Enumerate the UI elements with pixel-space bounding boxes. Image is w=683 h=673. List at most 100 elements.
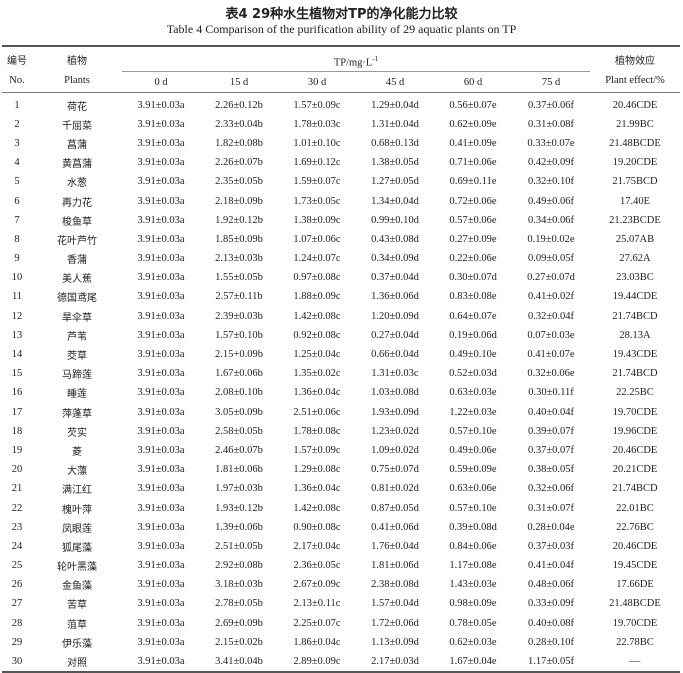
cell-15d: 1.39±0.06b <box>215 521 263 533</box>
cell-effect: 17.40E <box>619 195 651 207</box>
cell-no: 18 <box>11 425 23 437</box>
cell-plant: 花叶芦竹 <box>57 235 97 247</box>
cell-60d: 0.30±0.07d <box>449 272 497 284</box>
cell-75d: 0.42±0.09f <box>527 157 574 169</box>
cell-0d: 3.91±0.03a <box>137 368 185 380</box>
cell-15d: 2.15+0.09b <box>215 349 263 361</box>
header-no-en: No. <box>2 71 32 93</box>
cell-plant: 槐叶萍 <box>62 504 92 516</box>
cell-effect: 28.13A <box>619 329 651 341</box>
cell-no: 4 <box>14 157 20 169</box>
cell-30d: 1.07±0.06c <box>293 233 341 245</box>
cell-45d: 1.81±0.06d <box>371 560 419 572</box>
cell-0d: 3.91±0.03a <box>137 579 185 591</box>
header-day-45: 45 d <box>356 71 434 93</box>
header-day-0: 0 d <box>122 71 200 93</box>
cell-30d: 1.88±0.09c <box>293 291 341 303</box>
cell-15d: 1.82±0.08b <box>215 137 263 149</box>
cell-effect: 19.45CDE <box>612 560 658 572</box>
table-row: 9 香蒲 3.91±0.03a 2.13±0.03b 1.24±0.07c 0.34±0.… <box>2 249 680 268</box>
cell-45d: 0.43±0.08d <box>371 233 419 245</box>
cell-no: 26 <box>11 579 23 591</box>
cell-effect: 20.46CDE <box>612 444 658 456</box>
cell-75d: 0.41±0.02f <box>527 291 574 303</box>
cell-effect: 22.78BC <box>616 636 654 648</box>
tp-purification-table: 编号 植物 TP/mg·L-1 植物效应 No. Plants 0 d 15 d… <box>2 45 680 673</box>
cell-no: 15 <box>11 368 23 380</box>
cell-effect: 19.44CDE <box>612 291 658 303</box>
cell-45d: 1.23±0.02d <box>371 425 419 437</box>
table-row: 29 伊乐藻 3.91±0.03a 2.15±0.02b 1.86±0.04c 1.13±… <box>2 633 680 652</box>
cell-0d: 3.91±0.03a <box>137 425 185 437</box>
cell-75d: 0.28±0.04e <box>527 521 575 533</box>
cell-75d: 0.37±0.03f <box>527 540 574 552</box>
cell-effect: 19.43CDE <box>612 349 658 361</box>
cell-75d: 0.40±0.08f <box>527 617 574 629</box>
table-row: 21 满江红 3.91±0.03a 1.97±0.03b 1.36±0.04c 0.81±… <box>2 479 680 498</box>
cell-plant: 对照 <box>67 658 87 670</box>
header-tp-sup: -1 <box>372 55 379 63</box>
cell-effect: 22.76BC <box>616 521 654 533</box>
cell-15d: 2.51±0.05b <box>215 540 263 552</box>
cell-60d: 0.69±0.11e <box>449 176 497 188</box>
cell-15d: 2.26±0.12b <box>215 99 263 111</box>
cell-30d: 2.89±0.09c <box>293 656 341 668</box>
cell-0d: 3.91±0.03a <box>137 502 185 514</box>
cell-plant: 芡实 <box>67 427 87 439</box>
cell-no: 16 <box>11 387 23 399</box>
cell-effect: 19.20CDE <box>612 157 658 169</box>
cell-no: 24 <box>11 540 23 552</box>
header-tp: TP/mg·L-1 <box>122 46 590 72</box>
table-row: 24 狐尾藻 3.91±0.03a 2.51±0.05b 2.17±0.04c 1.76±… <box>2 537 680 556</box>
cell-no: 21 <box>11 483 23 495</box>
cell-60d: 0.41±0.09e <box>449 137 497 149</box>
cell-45d: 1.31±0.03c <box>371 368 419 380</box>
cell-60d: 0.62±0.03e <box>449 636 497 648</box>
table-row: 11 德国鸢尾 3.91±0.03a 2.57±0.11b 1.88±0.09c 1.36… <box>2 287 680 306</box>
header-day-15: 15 d <box>200 71 278 93</box>
cell-0d: 3.91±0.03a <box>137 483 185 495</box>
header-no-cn: 编号 <box>7 56 27 67</box>
cell-plant: 芦苇 <box>67 331 87 343</box>
cell-effect: 20.21CDE <box>612 464 658 476</box>
cell-60d: 0.72±0.06e <box>449 195 497 207</box>
cell-0d: 3.91±0.03a <box>137 349 185 361</box>
table-title-en: Table 4 Comparison of the purification a… <box>166 22 517 36</box>
cell-plant: 苦草 <box>67 600 87 612</box>
cell-75d: 0.39±0.07f <box>527 425 574 437</box>
cell-effect: 21.74BCD <box>612 368 658 380</box>
cell-effect: 22.01BC <box>616 502 654 514</box>
cell-30d: 1.86±0.04c <box>293 636 341 648</box>
cell-15d: 1.85±0.09b <box>215 233 263 245</box>
cell-60d: 0.98±0.09e <box>449 598 497 610</box>
cell-plant: 茭草 <box>67 351 87 363</box>
cell-effect: 22.25BC <box>616 387 654 399</box>
table-row: 5 水葱 3.91±0.03a 2.35±0.05b 1.59±0.07c 1.27±0.… <box>2 172 680 191</box>
table-row: 16 睡莲 3.91±0.03a 2.08±0.10b 1.36±0.04c 1.03±0… <box>2 383 680 402</box>
cell-75d: 0.32±0.06f <box>527 483 574 495</box>
cell-60d: 0.63±0.03e <box>449 387 497 399</box>
cell-30d: 0.97±0.08c <box>293 272 341 284</box>
table-row: 26 金鱼藻 3.91±0.03a 3.18±0.03b 2.67±0.09c 2.38±… <box>2 575 680 594</box>
cell-no: 1 <box>14 99 20 111</box>
cell-effect: 21.74BCD <box>612 310 658 322</box>
cell-0d: 3.91±0.03a <box>137 176 185 188</box>
cell-60d: 1.43±0.03e <box>449 579 497 591</box>
table-row: 28 菹草 3.91±0.03a 2.69±0.09b 2.25±0.07c 1.72±0… <box>2 614 680 633</box>
cell-plant: 狐尾藻 <box>62 542 92 554</box>
cell-45d: 1.03±0.08d <box>371 387 419 399</box>
cell-30d: 1.42±0.08c <box>293 310 341 322</box>
header-day-75: 75 d <box>512 71 590 93</box>
cell-45d: 0.41±0.06d <box>371 521 419 533</box>
cell-75d: 0.09±0.05f <box>527 253 574 265</box>
table-row: 22 槐叶萍 3.91±0.03a 1.93±0.12b 1.42±0.08c 0.87±… <box>2 498 680 517</box>
cell-30d: 0.90±0.08c <box>293 521 341 533</box>
cell-plant: 菱 <box>72 446 82 458</box>
cell-45d: 2.17±0.03d <box>371 656 419 668</box>
cell-plant: 萍蓬草 <box>62 408 92 420</box>
cell-45d: 1.09±0.02d <box>371 444 419 456</box>
cell-60d: 0.56±0.07e <box>449 99 497 111</box>
cell-effect: 19.96CDE <box>612 425 658 437</box>
cell-no: 10 <box>11 272 23 284</box>
table-row: 20 大薸 3.91±0.03a 1.81±0.06b 1.29±0.08c 0.75±0… <box>2 460 680 479</box>
